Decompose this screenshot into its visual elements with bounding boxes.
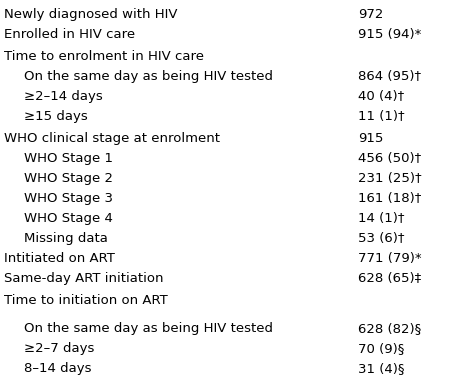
Text: WHO Stage 4: WHO Stage 4 [24,212,113,225]
Text: 53 (6)†: 53 (6)† [358,232,404,245]
Text: 972: 972 [358,8,383,21]
Text: ≥2–14 days: ≥2–14 days [24,90,103,103]
Text: Same-day ART initiation: Same-day ART initiation [4,272,164,285]
Text: 628 (82)§: 628 (82)§ [358,322,421,335]
Text: WHO Stage 3: WHO Stage 3 [24,192,113,205]
Text: 70 (9)§: 70 (9)§ [358,342,404,355]
Text: Enrolled in HIV care: Enrolled in HIV care [4,28,135,41]
Text: WHO Stage 1: WHO Stage 1 [24,152,113,165]
Text: 8–14 days: 8–14 days [24,362,91,375]
Text: 915: 915 [358,132,383,145]
Text: WHO Stage 2: WHO Stage 2 [24,172,113,185]
Text: 14 (1)†: 14 (1)† [358,212,404,225]
Text: 915 (94)*: 915 (94)* [358,28,421,41]
Text: 31 (4)§: 31 (4)§ [358,362,404,375]
Text: ≥15 days: ≥15 days [24,110,88,123]
Text: WHO clinical stage at enrolment: WHO clinical stage at enrolment [4,132,220,145]
Text: Time to enrolment in HIV care: Time to enrolment in HIV care [4,50,204,63]
Text: 628 (65)‡: 628 (65)‡ [358,272,421,285]
Text: 40 (4)†: 40 (4)† [358,90,404,103]
Text: On the same day as being HIV tested: On the same day as being HIV tested [24,70,273,83]
Text: 231 (25)†: 231 (25)† [358,172,422,185]
Text: 11 (1)†: 11 (1)† [358,110,405,123]
Text: 771 (79)*: 771 (79)* [358,252,422,265]
Text: 161 (18)†: 161 (18)† [358,192,421,205]
Text: Time to initiation on ART: Time to initiation on ART [4,294,168,307]
Text: ≥2–7 days: ≥2–7 days [24,342,94,355]
Text: Intitiated on ART: Intitiated on ART [4,252,115,265]
Text: Missing data: Missing data [24,232,108,245]
Text: 456 (50)†: 456 (50)† [358,152,421,165]
Text: On the same day as being HIV tested: On the same day as being HIV tested [24,322,273,335]
Text: 864 (95)†: 864 (95)† [358,70,421,83]
Text: Newly diagnosed with HIV: Newly diagnosed with HIV [4,8,177,21]
